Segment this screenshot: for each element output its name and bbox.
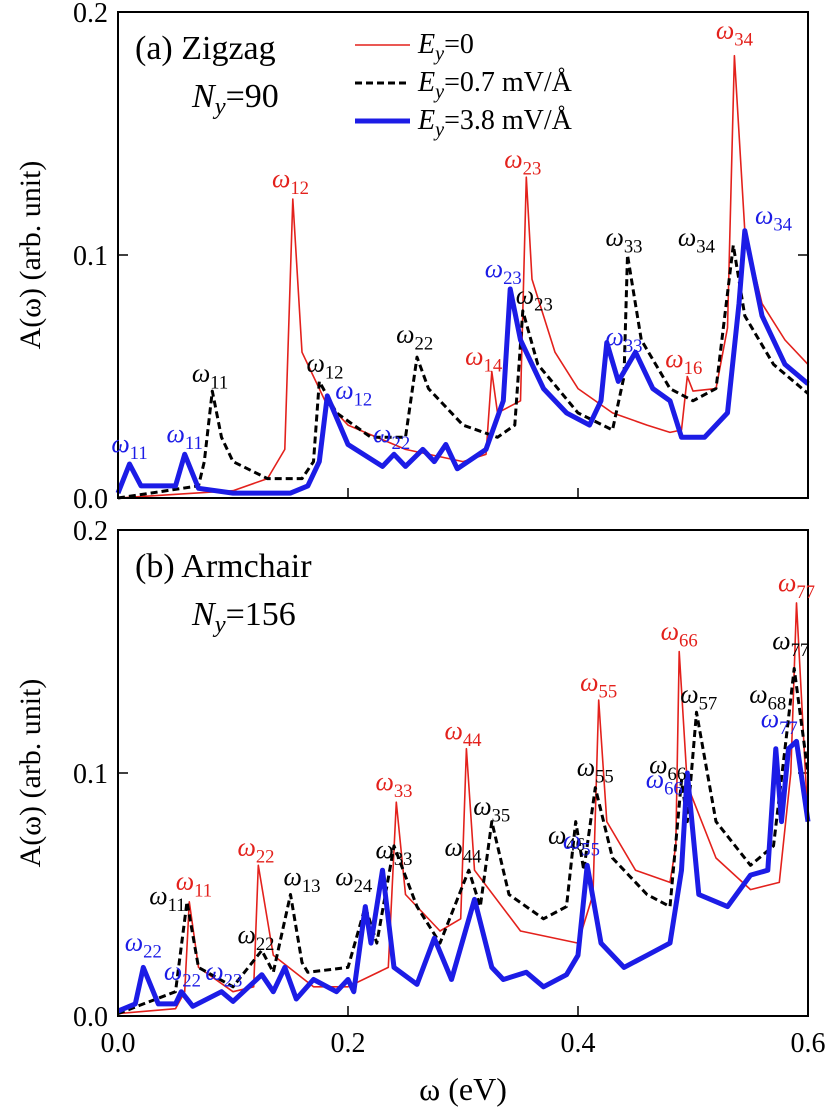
plot-frame (117, 529, 809, 1017)
peak-label: ω23 (504, 145, 541, 180)
panel-title: (a) Zigzag (135, 30, 276, 67)
peak-label: ω77 (778, 568, 815, 603)
peak-label: ω23 (205, 957, 242, 992)
peak-label: ω33 (375, 835, 412, 870)
peak-label: ω22 (164, 957, 201, 992)
peak-label: ω22 (373, 419, 410, 454)
plot-frame (117, 11, 809, 499)
peak-label: ω11 (167, 419, 203, 454)
y-tick-label: 0.0 (73, 484, 108, 515)
peak-label: ω11 (111, 429, 147, 464)
y-tick-label: 0.1 (73, 759, 108, 790)
series-line (117, 738, 811, 1014)
peak-label: ω23 (485, 254, 522, 289)
peak-label: ω55 (563, 825, 600, 860)
peak-label: ω33 (605, 222, 642, 257)
x-tick-label: 0.6 (791, 1028, 826, 1059)
peak-label: ω22 (125, 927, 162, 962)
peak-label: ω33 (375, 767, 412, 802)
peak-label: ω12 (306, 349, 343, 384)
y-tick-label: 0.2 (73, 0, 108, 29)
x-axis-label: ω (eV) (419, 1071, 507, 1107)
peak-label: ω44 (444, 716, 482, 751)
legend-label: Ey=3.8 mV/Å (417, 105, 573, 141)
peak-label: ω68 (749, 680, 786, 715)
legend-label: Ey=0.7 mV/Å (417, 67, 573, 103)
x-tick-label: 0.4 (561, 1028, 596, 1059)
panel-title: (b) Armchair (135, 548, 312, 585)
peak-label: ω23 (516, 281, 553, 316)
y-tick-label: 0.1 (73, 241, 108, 272)
peak-label: ω46 (548, 820, 585, 855)
peak-label: ω11 (149, 881, 185, 916)
y-tick-label: 0.0 (73, 1002, 108, 1033)
peak-label: ω22 (237, 920, 274, 955)
x-tick-label: 0.2 (331, 1028, 366, 1059)
peak-label: ω16 (665, 344, 702, 379)
peak-label: ω66 (661, 616, 698, 651)
peak-label: ω12 (335, 375, 372, 410)
peak-label: ω14 (465, 341, 503, 376)
series-line (117, 602, 809, 1015)
peak-label: ω34 (755, 200, 793, 235)
series-line (117, 54, 809, 499)
peak-label: ω13 (283, 862, 320, 897)
series-line (115, 228, 810, 496)
series-line (117, 667, 810, 1016)
peak-label: ω55 (577, 752, 614, 787)
y-tick-label: 0.2 (73, 516, 108, 547)
peak-label: ω77 (761, 704, 798, 739)
panel-subtitle: Ny=156 (191, 596, 296, 638)
peak-label: ω77 (772, 626, 809, 661)
peak-label: ω24 (335, 862, 373, 897)
series-line (117, 243, 809, 500)
peak-label: ω34 (716, 16, 754, 51)
peak-label: ω12 (272, 164, 309, 199)
peak-label: ω33 (605, 322, 642, 357)
peak-label: ω22 (237, 833, 274, 868)
peak-label: ω11 (192, 358, 228, 393)
peak-label: ω55 (580, 667, 617, 702)
peak-label: ω66 (649, 750, 686, 785)
x-tick-label: 0.0 (101, 1028, 136, 1059)
peak-label: ω35 (473, 791, 510, 826)
peak-label: ω66 (646, 765, 683, 800)
panel-subtitle: Ny=90 (191, 78, 279, 120)
y-axis-label: A(ω) (arb. unit) (14, 679, 47, 868)
y-axis-label: A(ω) (arb. unit) (14, 161, 47, 350)
peak-label: ω44 (444, 833, 482, 868)
peak-label: ω11 (176, 867, 212, 902)
peak-label: ω57 (680, 680, 717, 715)
legend-label: Ey=0 (417, 29, 474, 65)
peak-label: ω34 (678, 222, 716, 257)
peak-label: ω22 (396, 319, 433, 354)
